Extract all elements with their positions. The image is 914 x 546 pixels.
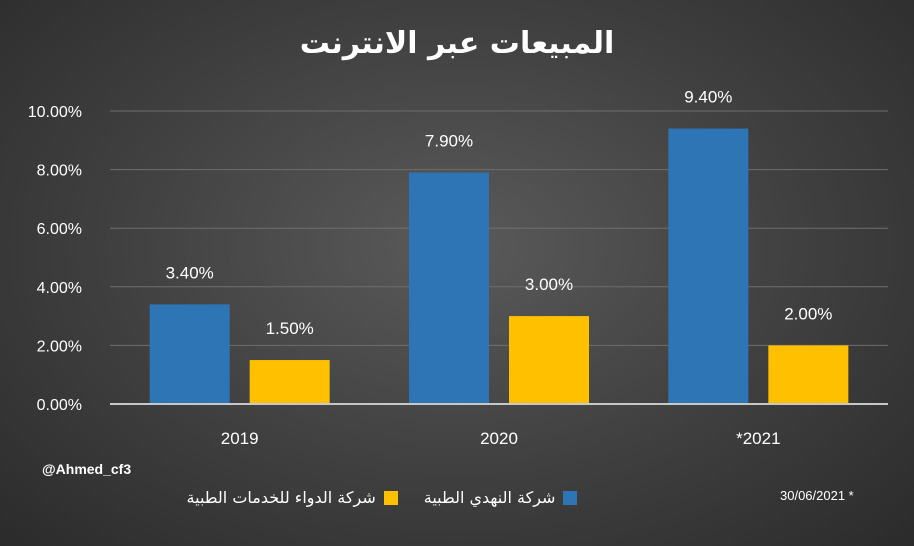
credit-handle: @Ahmed_cf3: [42, 461, 132, 477]
y-tick-label: 10.00%: [28, 104, 82, 121]
footnote: 30/06/2021 *: [780, 488, 854, 503]
legend-item-series-2: شركة الدواء للخدمات الطبية: [187, 488, 398, 507]
x-tick-label: 2020: [480, 429, 518, 448]
data-label: 2.00%: [784, 304, 832, 323]
legend-label-series-2: شركة الدواء للخدمات الطبية: [186, 488, 376, 507]
y-tick-label: 2.00%: [37, 338, 82, 355]
data-label: 7.90%: [425, 132, 473, 151]
legend-swatch-series-1: [563, 490, 578, 505]
y-tick-label: 4.00%: [37, 280, 82, 297]
bar: [668, 128, 749, 404]
legend-swatch-series-2: [383, 490, 398, 505]
legend: شركة النهدي الطبية شركة الدواء للخدمات ا…: [0, 488, 914, 507]
chart-title: المبيعات عبر الانترنت: [299, 26, 615, 61]
legend-item-series-1: شركة النهدي الطبية: [424, 488, 578, 507]
bar: [149, 304, 230, 404]
x-tick-label: 2019: [221, 429, 259, 448]
bar: [509, 316, 589, 404]
data-label: 1.50%: [266, 319, 314, 338]
data-label: 9.40%: [684, 88, 732, 107]
y-tick-label: 6.00%: [37, 221, 82, 238]
data-label: 3.40%: [166, 263, 214, 282]
bar: [409, 172, 489, 404]
bar: [249, 360, 330, 404]
x-tick-label: *2021: [736, 429, 780, 448]
legend-label-series-1: شركة النهدي الطبية: [423, 488, 556, 507]
y-tick-label: 8.00%: [37, 163, 82, 180]
y-tick-label: 0.00%: [37, 397, 82, 414]
data-label: 3.00%: [525, 275, 573, 294]
bar: [768, 345, 849, 404]
